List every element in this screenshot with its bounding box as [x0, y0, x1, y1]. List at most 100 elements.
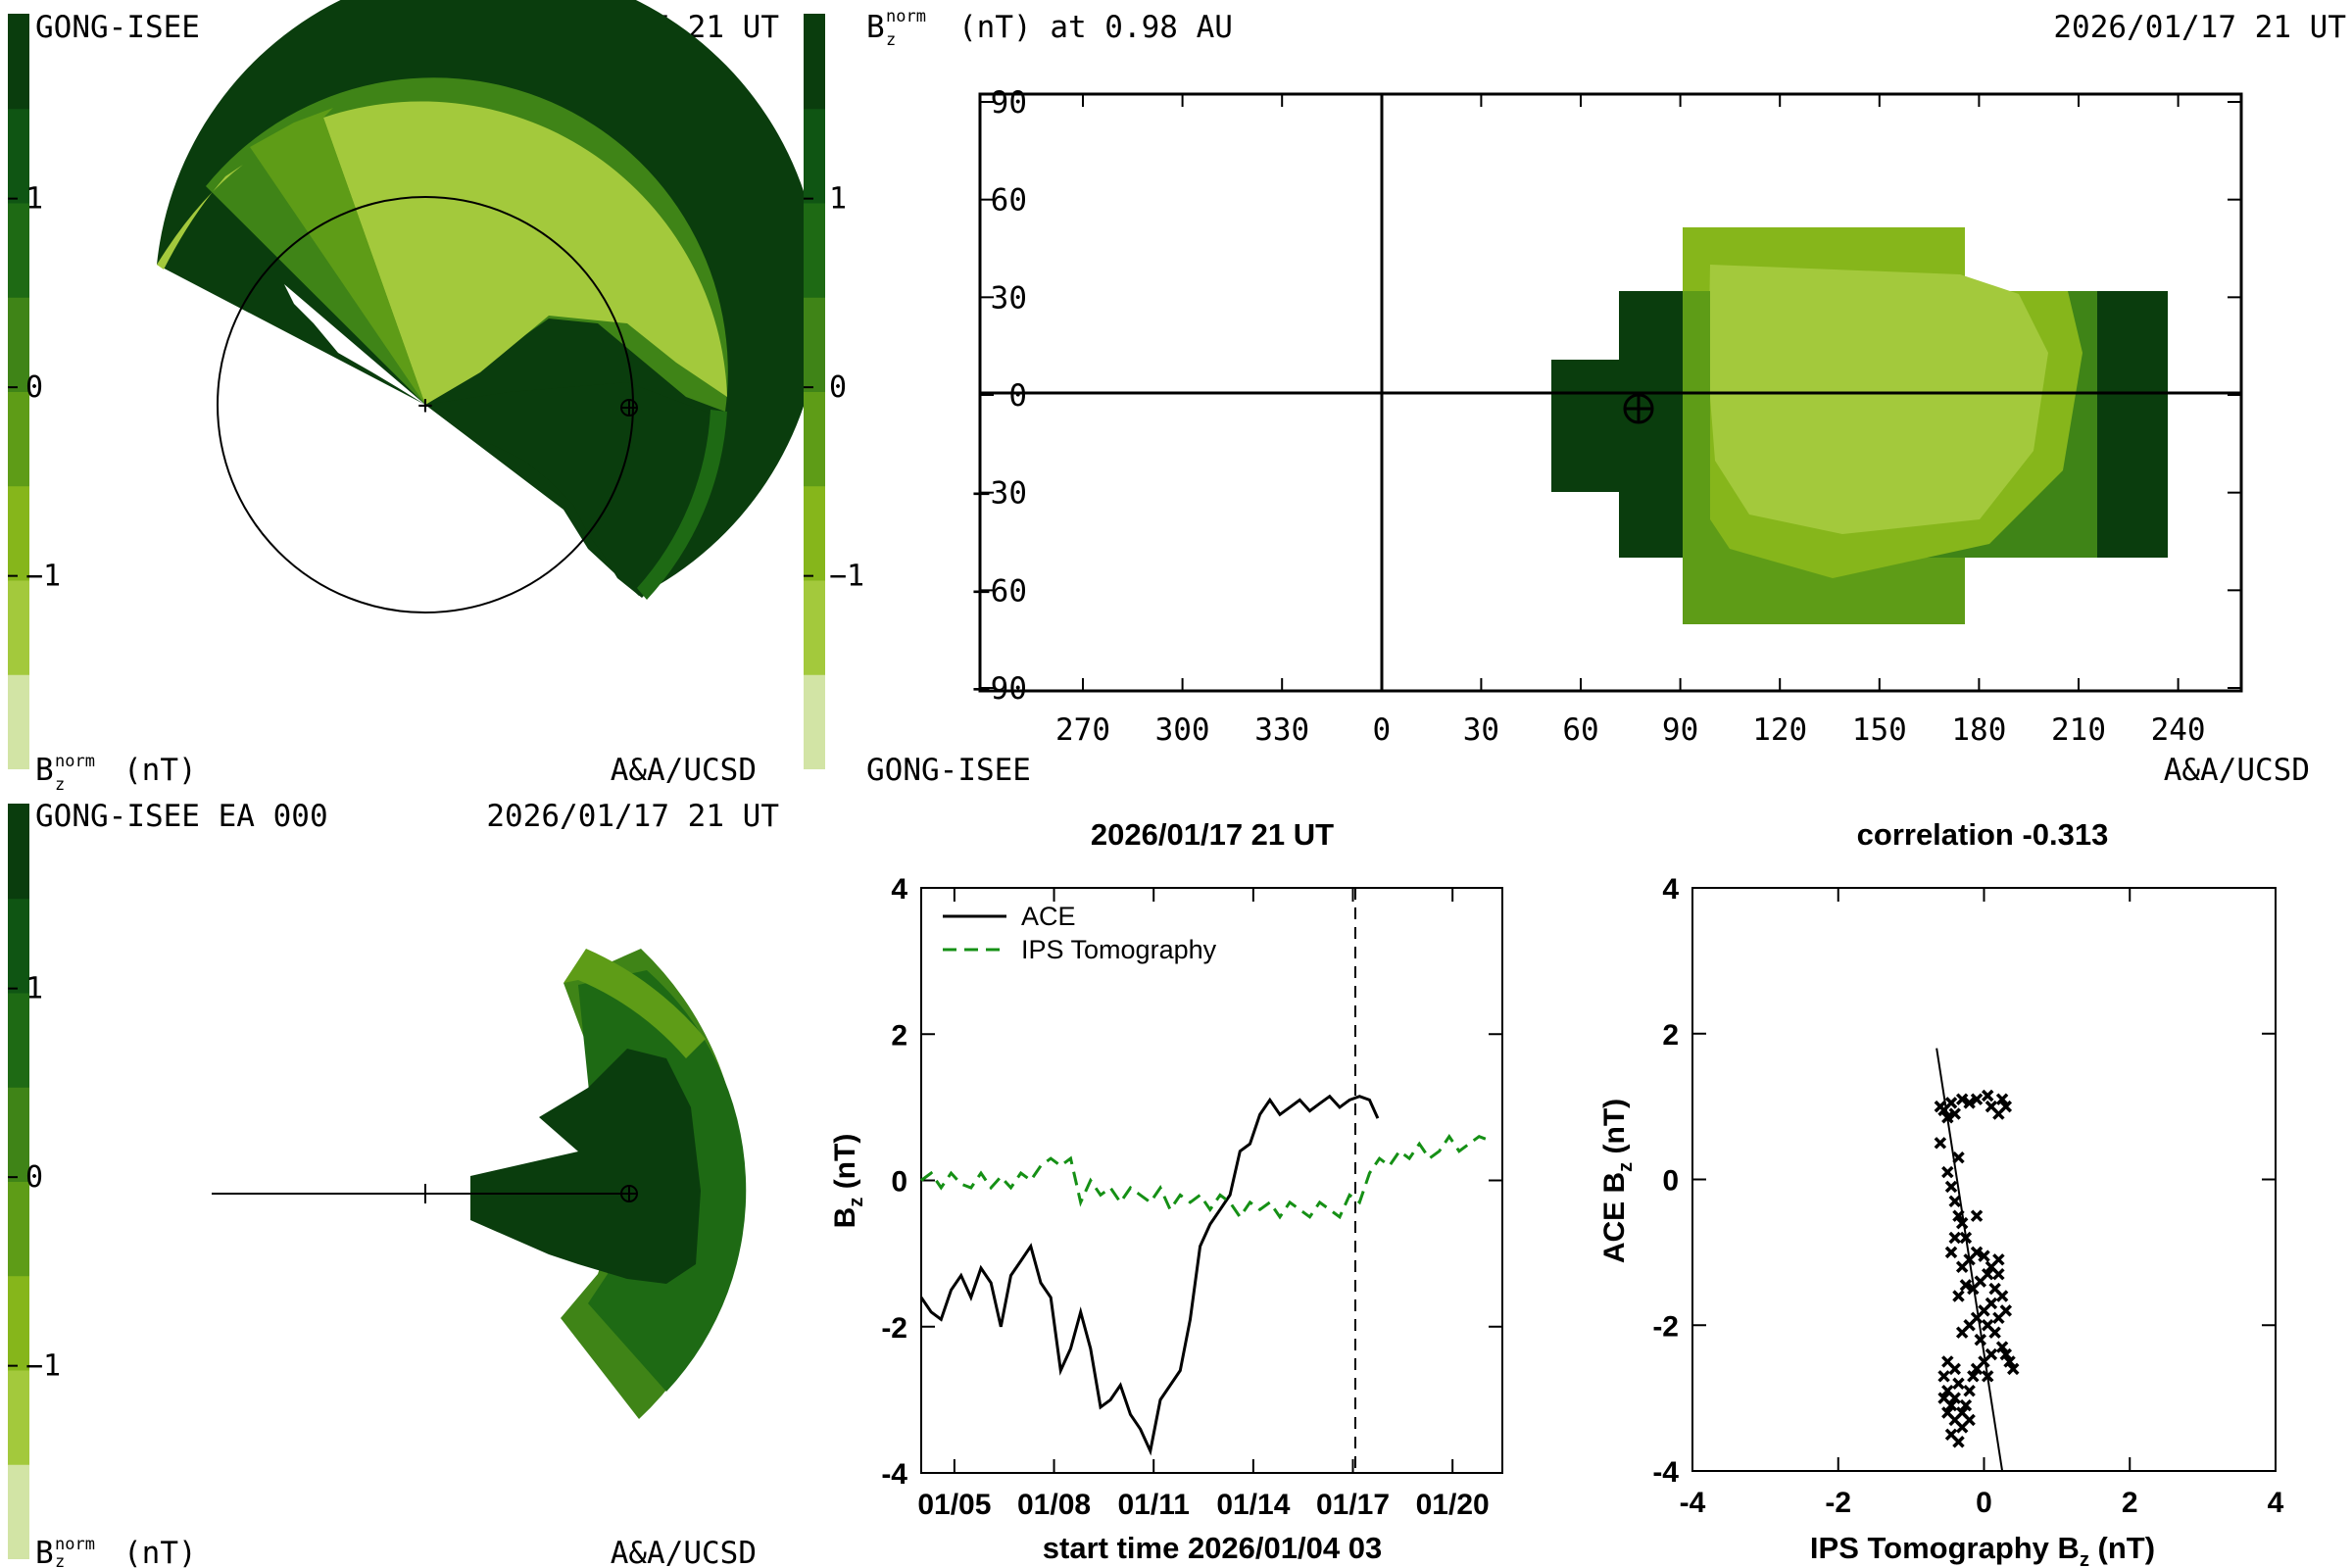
scatter-point-2 — [1941, 1111, 1954, 1124]
panel-b-header-right: 2026/01/17 21 UT — [2053, 10, 2346, 45]
panel-c-footer-sub: z — [55, 1552, 65, 1568]
scatter-point-62 — [1941, 1406, 1954, 1419]
scatter-ylabel-unit: (nT) — [1598, 1099, 1631, 1162]
cbar-a-level-7 — [8, 14, 29, 110]
scatter-point-11 — [1981, 1089, 1994, 1102]
panel-c-header-left: GONG-ISEE EA 000 — [35, 799, 328, 834]
scatter-axes: 4 2 0 -2 -4-4 -2 0 2 4 — [1652, 873, 2283, 1519]
timeseries-y-tick-4: -4 — [881, 1458, 907, 1491]
scatter-point-17 — [1948, 1231, 1961, 1245]
panel-b-y-tick-2: 30 — [991, 280, 1027, 316]
timeseries-y-label: Bz (nT) — [829, 1134, 867, 1229]
scatter-point-45 — [1995, 1341, 2009, 1353]
cbar-c-tick-label-2: −1 — [25, 1349, 61, 1384]
panel-b-header-b: B — [866, 10, 885, 45]
panel-b-x-axis: 270 300 330 0 30 60 90 120 150 180 210 240 — [1055, 94, 2206, 748]
scatter-point-43 — [2003, 1355, 2016, 1368]
panel-b-y-tick-4: −30 — [972, 476, 1027, 512]
scatter-x-label: IPS Tomography Bz (nT) — [1810, 1531, 2155, 1568]
panel-a-footer-label: B norm z (nT) — [35, 752, 197, 795]
cbar-b-tick-label-2: −1 — [829, 560, 864, 594]
timeseries-series — [919, 1094, 1490, 1456]
scatter-point-14 — [1948, 1195, 1961, 1208]
timeseries-x-tick-2: 01/11 — [1117, 1489, 1189, 1521]
panel-b-x-tick-7: 120 — [1752, 712, 1807, 748]
scatter-point-41 — [1974, 1333, 1987, 1347]
scatter-ylabel-sub: z — [1615, 1162, 1637, 1172]
scatter-point-47 — [1937, 1370, 1950, 1383]
scatter-x-tick-0: -4 — [1680, 1487, 1706, 1519]
panel-a-orbit-circle — [217, 196, 634, 613]
scatter-point-71 — [1934, 1137, 1947, 1150]
panel-b-x-tick-6: 90 — [1662, 712, 1698, 748]
scatter-y-tick-2: 0 — [1662, 1165, 1679, 1198]
cbar-a-level-2 — [8, 485, 29, 581]
scatter-point-67 — [1984, 1348, 1998, 1361]
scatter-point-3 — [1944, 1097, 1958, 1109]
cbar-a-tick-label-0: 1 — [25, 182, 43, 217]
scatter-point-38 — [1955, 1326, 1969, 1339]
panel-c-meridional-map — [212, 949, 747, 1419]
legend-ips-label: IPS Tomography — [1021, 935, 1217, 964]
panel-b-y-tick-3: 0 — [1008, 378, 1027, 414]
scatter-point-44 — [2007, 1362, 2020, 1376]
panel-a-colorbar: 1 0 −1 — [8, 14, 61, 769]
timeseries-axes: 4 2 0 -2 -4 01/05 01/08 01/11 01/14 01/17 01/20 — [881, 873, 1502, 1521]
scatter-title: correlation -0.313 — [1857, 817, 2109, 852]
panel-c-core — [470, 1049, 701, 1284]
panel-a-footer-sup: norm — [55, 752, 95, 771]
scatter-point-13 — [1944, 1180, 1958, 1194]
cbar-b-tick-label-1: 0 — [829, 370, 847, 405]
cbar-c-level-2 — [8, 1275, 29, 1371]
scatter-point-18 — [1944, 1246, 1958, 1259]
timeseries-frame — [920, 887, 1503, 1474]
scatter-point-61 — [1963, 1413, 1976, 1427]
panel-b-y-tick-6: −90 — [972, 671, 1027, 707]
timeseries-ylabel-unit: (nT) — [829, 1134, 861, 1198]
scatter-frame — [1691, 887, 2277, 1472]
scatter-x-tick-1: -2 — [1825, 1487, 1851, 1519]
scatter-point-68 — [1959, 1231, 1973, 1245]
scatter-point-40 — [1981, 1319, 1994, 1332]
panel-b-y-tick-1: 60 — [991, 183, 1027, 219]
cbar-a-level-0 — [8, 673, 29, 769]
panel-c-footer-unit: (nT) — [123, 1536, 197, 1568]
timeseries-x-tick-5: 01/20 — [1416, 1489, 1490, 1521]
panel-b-header-sup: norm — [886, 7, 926, 26]
scatter-ylabel-b: ACE B — [1598, 1172, 1631, 1263]
series-ips-tomography-line — [920, 1134, 1490, 1220]
cbar-c-level-7 — [8, 804, 29, 900]
panel-b-header: B norm z (nT) at 0.98 AU — [866, 7, 1233, 50]
scatter-point-50 — [1948, 1392, 1961, 1404]
panel-b-band-light — [1708, 265, 2048, 534]
cbar-b-tick-label-0: 1 — [829, 182, 847, 217]
panel-b-map-area — [1551, 227, 2168, 624]
cbar-c-level-4 — [8, 1086, 29, 1182]
scatter-xlabel-unit: (nT) — [2089, 1531, 2155, 1565]
panel-b-x-tick-4: 30 — [1463, 712, 1499, 748]
panel-a-polar-map: + — [157, 0, 822, 613]
timeseries-ylabel-b: B — [829, 1207, 861, 1229]
panel-a-header-left: GONG-ISEE — [35, 10, 200, 45]
scatter-point-69 — [1970, 1209, 1984, 1222]
scatter-point-10 — [1995, 1093, 2009, 1105]
scatter-x-tick-4: 4 — [2268, 1487, 2284, 1519]
timeseries-legend: ACE IPS Tomography — [943, 902, 1217, 964]
panel-c-footer-right: A&A/UCSD — [611, 1536, 757, 1568]
cbar-a-tick-label-2: −1 — [25, 560, 61, 594]
scatter-point-72 — [1999, 1100, 2013, 1113]
panel-c-colorbar: 1 0 −1 — [8, 804, 61, 1559]
scatter-y-tick-3: -2 — [1652, 1310, 1679, 1343]
scatter-point-15 — [1952, 1209, 1965, 1222]
cbar-a-tick-label-1: 0 — [25, 370, 43, 405]
cbar-c-level-5 — [8, 992, 29, 1088]
panel-a-footer-unit: (nT) — [123, 753, 197, 788]
timeseries-ylabel-sub: z — [846, 1198, 867, 1207]
scatter-point-64 — [1948, 1362, 1961, 1376]
panel-c: GONG-ISEE EA 000 2026/01/17 21 UT 1 0 −1 B… — [8, 799, 779, 1568]
panel-a: GONG-ISEE 2026/01/17 21 UT 10−1 + B norm… — [8, 0, 822, 795]
cbar-b-level-2 — [804, 485, 825, 581]
legend-ace-label: ACE — [1021, 902, 1076, 931]
panel-b-x-tick-11: 240 — [2151, 712, 2206, 748]
cbar-b-level-6 — [804, 108, 825, 204]
